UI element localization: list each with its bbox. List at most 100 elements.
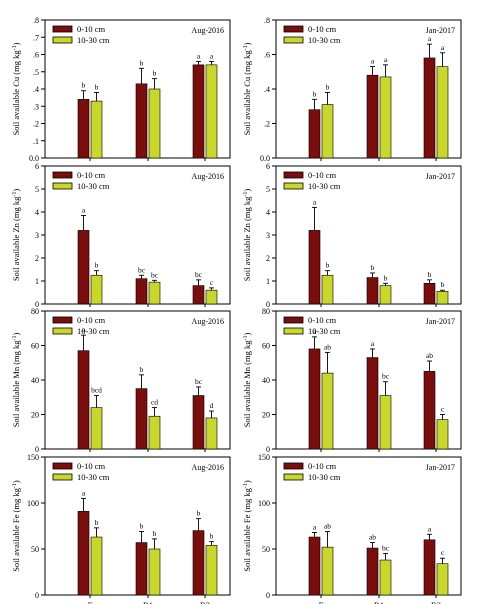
y-tick-label: 4 [35,208,39,217]
legend-label-1: 10-30 cm [77,472,110,482]
y-axis-label-unit: -1 [12,192,18,197]
panel-2: 0 1 2 3 4 5 6 Soil available Zn (mg kg-1) Aug-20… [11,162,231,309]
significance-letter: bc [195,377,203,386]
bar-1-series-0 [366,74,379,159]
bar-0-series-1 [321,274,334,305]
y-tick-label: .6 [33,51,39,60]
bar-0-series-0 [308,536,321,596]
bar-0-series-1 [321,546,334,596]
y-tick-label: 3 [35,231,39,240]
y-axis-label: Soil available Fe (mg kg-1) [11,480,21,572]
y-axis-label-unit: -1 [12,335,18,340]
y-tick-label: 0 [266,445,270,454]
significance-letter: a [428,524,432,533]
significance-letter: bc [138,265,146,274]
legend-label-1: 10-30 cm [308,472,341,482]
legend-swatch-1 [283,473,304,481]
significance-letter: b [326,82,330,91]
y-tick-label: .2 [264,120,270,129]
x-tick-label: F [88,600,93,604]
significance-letter: cd [151,398,158,407]
x-tick-label: F [319,600,324,604]
x-tick-label: R2 [200,600,210,604]
legend-label-0: 0-10 cm [308,315,336,325]
y-axis-label-close: ) [242,332,252,335]
significance-letter: b [95,82,99,91]
bar-0-series-0 [308,230,321,305]
bar-1-series-1 [379,395,392,450]
significance-letter: a [428,34,432,43]
legend-swatch-0 [52,462,73,470]
significance-letter: bc [382,544,390,553]
y-axis-label-close: ) [11,332,21,335]
y-axis-label-close: ) [11,189,21,192]
significance-letter: d [210,401,214,410]
x-tick-label: R1 [374,600,384,604]
legend-swatch-0 [283,316,304,324]
bar-0-series-1 [321,372,334,450]
panel-0: 0.0 .1 .2 .3 .4 .5 .6 .7 .8 Soil available Cu (mg… [11,16,231,163]
y-axis-label-text: Soil available Mn (mg kg [11,340,21,428]
bar-1-series-1 [148,415,161,450]
significance-letter: b [384,273,388,282]
y-tick-label: .8 [264,16,270,25]
legend-swatch-0 [283,462,304,470]
legend-label-0: 0-10 cm [77,461,105,471]
bar-1-series-1 [148,548,161,596]
y-tick-label: 150 [258,453,270,462]
legend-swatch-0 [283,171,304,179]
y-tick-label: 6 [266,162,270,171]
significance-letter: a [210,51,214,60]
legend-label-1: 10-30 cm [308,326,341,336]
significance-letter: bc [195,270,203,279]
significance-letter: b [140,58,144,67]
y-tick-label: 0 [35,300,39,309]
y-tick-label: 40 [31,376,39,385]
y-tick-label: .2 [33,120,39,129]
significance-letter: b [326,261,330,270]
y-axis-label-unit: -1 [243,335,249,340]
y-tick-label: 5 [266,185,270,194]
panel-title: Jan-2017 [426,172,455,181]
legend-swatch-1 [283,327,304,335]
significance-letter: b [95,518,99,527]
y-axis-label-text: Soil available Mn (mg kg [242,340,252,428]
panel-title: Aug-2016 [192,317,224,326]
y-axis-label-text: Soil available Zn (mg kg [242,196,252,281]
bar-2-series-0 [423,371,436,450]
legend-swatch-1 [52,182,73,190]
significance-letter: b [153,69,157,78]
panel-1: 0.0 .2 .4 .6 .8 Soil available Cu (mg kg-1) Ja… [242,16,462,163]
significance-letter: a [313,197,317,206]
panel-title: Jan-2017 [426,317,455,326]
y-tick-label: 20 [31,411,39,420]
x-tick-label: R1 [143,600,153,604]
panel-3: 0 1 2 3 4 5 6 Soil available Zn (mg kg-1) Jan-20… [242,162,462,309]
significance-letter: c [210,278,214,287]
bar-1-series-1 [379,76,392,159]
y-axis-label: Soil available Fe (mg kg-1) [242,480,252,572]
bar-0-series-1 [90,100,103,159]
significance-letter: bc [382,372,390,381]
legend-label-0: 0-10 cm [77,315,105,325]
significance-letter: a [371,339,375,348]
y-axis-label-unit: -1 [243,483,249,488]
significance-letter: b [197,509,201,518]
y-axis-label-close: ) [242,189,252,192]
legend-label-0: 0-10 cm [308,24,336,34]
y-tick-label: .6 [264,51,270,60]
y-tick-label: 2 [35,254,39,263]
significance-letter: b [82,81,86,90]
panel-title: Jan-2017 [426,463,455,472]
y-axis-label: Soil available Mn (mg kg-1) [242,332,252,427]
y-tick-label: 20 [262,411,270,420]
y-axis-label: Soil available Mn (mg kg-1) [11,332,21,427]
y-tick-label: .8 [33,16,39,25]
y-axis-label-text: Soil available Fe (mg kg [242,487,252,571]
significance-letter: a [313,327,317,336]
y-axis-label-unit: -1 [12,45,18,50]
panel-title: Jan-2017 [426,26,455,35]
y-tick-label: 50 [262,545,270,554]
bar-2-series-1 [205,417,218,450]
significance-letter: a [82,488,86,497]
